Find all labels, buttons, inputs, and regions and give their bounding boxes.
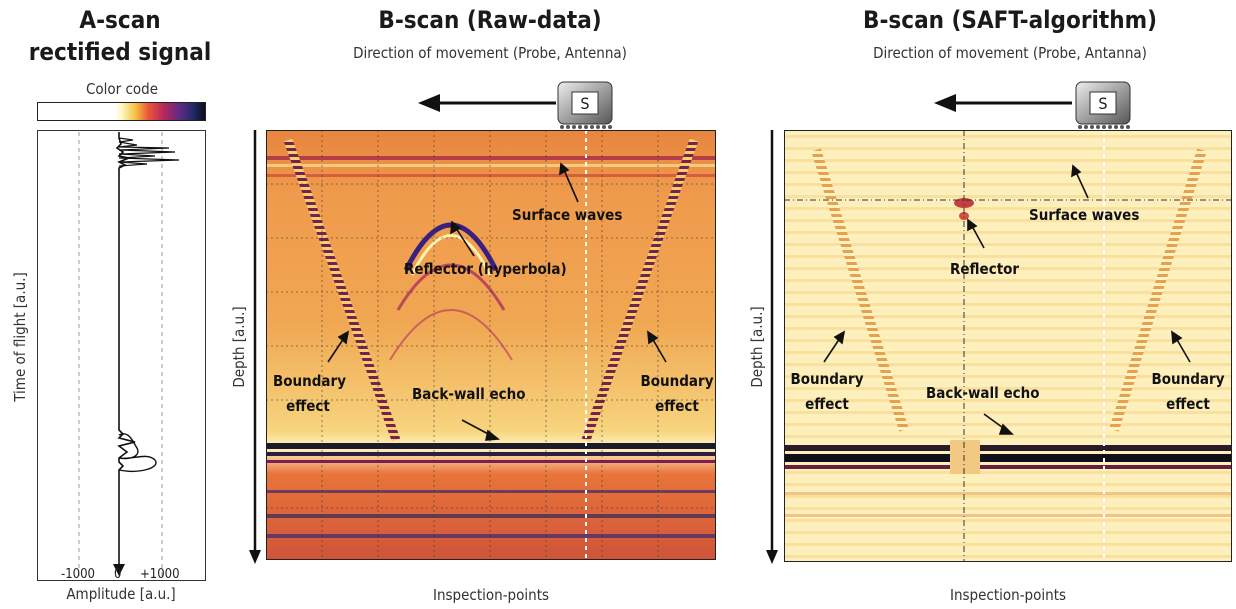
saft-ann-boundary-right-2: effect — [1166, 395, 1210, 413]
raw-direction-arrow — [418, 94, 556, 112]
saft-depth-arrow — [766, 130, 778, 564]
ascan-title-line2: rectified signal — [28, 38, 212, 66]
raw-depth-arrow — [249, 130, 261, 564]
saft-probe-letter: S — [1098, 94, 1108, 113]
raw-bscan-image — [266, 130, 716, 560]
saft-probe-icon — [1075, 81, 1131, 129]
raw-title: B-scan (Raw-data) — [378, 6, 602, 34]
saft-ann-boundary-right-1: Boundary — [1151, 370, 1225, 388]
raw-ann-boundary-right-1: Boundary — [640, 372, 714, 390]
raw-ann-surface-waves: Surface waves — [512, 206, 623, 224]
saft-direction-arrow — [934, 94, 1072, 112]
saft-ann-backwall: Back-wall echo — [926, 384, 1040, 402]
raw-ann-boundary-left-2: effect — [286, 397, 330, 415]
ascan-title-line1: A-scan — [79, 6, 161, 34]
ascan-tick-neg: -1000 — [61, 567, 95, 582]
ascan-plot — [37, 130, 206, 581]
saft-x-label: Inspection-points — [949, 586, 1067, 604]
ascan-tick-zero: 0 — [114, 567, 122, 582]
saft-ann-surface-waves: Surface waves — [1029, 206, 1140, 224]
raw-subtitle: Direction of movement (Probe, Antenna) — [353, 44, 627, 62]
ascan-x-label: Amplitude [a.u.] — [66, 585, 176, 603]
color-code-label: Color code — [85, 80, 159, 98]
saft-ann-boundary-left-1: Boundary — [790, 370, 864, 388]
saft-y-label: Depth [a.u.] — [748, 306, 766, 388]
raw-x-label: Inspection-points — [432, 586, 550, 604]
color-code-bar — [37, 102, 206, 121]
saft-title: B-scan (SAFT-algorithm) — [863, 6, 1157, 34]
ascan-tick-pos: +1000 — [140, 567, 180, 582]
raw-ann-boundary-left-1: Boundary — [273, 372, 346, 390]
raw-y-label: Depth [a.u.] — [230, 306, 248, 388]
saft-subtitle: Direction of movement (Probe, Antanna) — [873, 44, 1147, 62]
saft-ann-boundary-left-2: effect — [805, 395, 849, 413]
raw-ann-boundary-right-2: effect — [655, 397, 699, 415]
raw-ann-backwall: Back-wall echo — [412, 385, 526, 403]
raw-probe-icon — [557, 81, 613, 129]
saft-bscan-image — [784, 130, 1232, 562]
raw-probe-letter: S — [580, 94, 590, 113]
ascan-y-label: Time of flight [a.u.] — [11, 272, 29, 402]
saft-ann-reflector: Reflector — [950, 260, 1020, 278]
raw-ann-reflector: Reflector (hyperbola) — [404, 260, 567, 278]
